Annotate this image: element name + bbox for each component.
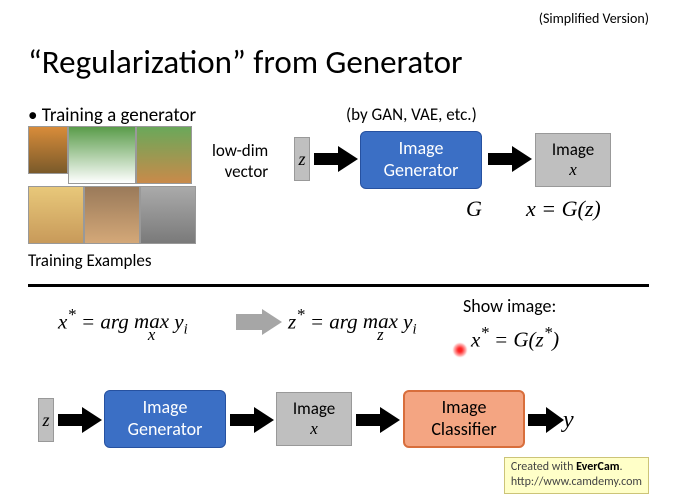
section-pipeline: x* = arg maxx yi z* = arg maxz yi Show i…: [28, 291, 649, 459]
equation-z-argmax: z* = arg maxz yi: [288, 305, 417, 339]
section-training: Training a generator (by GAN, VAE, etc.)…: [28, 104, 649, 274]
arrow-icon: [528, 407, 564, 433]
generator-box: ImageGenerator: [360, 131, 482, 189]
lowdim-label: low-dim vector: [212, 140, 268, 182]
laser-pointer-icon: [453, 343, 467, 357]
evercam-pre: Created with: [511, 460, 576, 474]
bullet-training: Training a generator: [28, 104, 649, 127]
classifier-text: ImageClassifier: [431, 397, 496, 440]
z-vector-box: z: [294, 137, 310, 181]
img-box-label: Image: [293, 399, 335, 419]
z-label: z: [38, 398, 54, 442]
evercam-bold: EverCam: [576, 460, 619, 474]
training-examples-label: Training Examples: [28, 250, 151, 271]
evercam-watermark: Created with EverCam. http://www.camdemy…: [504, 457, 649, 494]
img-box-x: x: [310, 419, 318, 439]
x-equals-gz: x = G(z): [526, 196, 601, 222]
sample-image: [136, 126, 192, 184]
slide-title: “Regularization” from Generator: [28, 42, 649, 82]
gen-text: ImageGenerator: [384, 138, 459, 181]
generator-box: ImageGenerator: [104, 390, 226, 448]
classifier-box: ImageClassifier: [403, 390, 525, 448]
gray-arrow-icon: [236, 309, 282, 340]
divider: [28, 284, 649, 287]
sample-image: [68, 126, 136, 184]
sample-image: [84, 186, 140, 244]
lowdim-line2: vector: [225, 161, 269, 182]
simplified-note: (Simplified Version): [539, 10, 649, 27]
training-images-collage: [28, 126, 196, 246]
gen-text: ImageGenerator: [128, 397, 203, 440]
sample-image: [140, 186, 196, 244]
slide: (Simplified Version) “Regularization” fr…: [0, 0, 677, 500]
arrow-icon: [314, 146, 358, 172]
gan-note: (by GAN, VAE, etc.): [346, 104, 477, 125]
sample-image: [28, 126, 68, 174]
g-label: G: [466, 196, 482, 222]
z-vector-box: z: [38, 398, 54, 442]
evercam-post: .: [620, 460, 623, 474]
arrow-icon: [58, 407, 102, 433]
equation-x-argmax: x* = arg maxx yi: [58, 305, 188, 339]
lowdim-line1: low-dim: [212, 140, 268, 161]
image-output-box: Imagex: [276, 392, 352, 446]
equation-x-gz: x* = G(z*): [471, 323, 559, 352]
img-box-label: Image: [552, 140, 594, 160]
evercam-url: http://www.camdemy.com: [511, 475, 642, 489]
arrow-icon: [488, 146, 532, 172]
show-image-label: Show image:: [463, 295, 556, 317]
arrow-icon: [230, 407, 274, 433]
y-output: y: [563, 407, 574, 434]
sample-image: [28, 186, 84, 244]
image-output-box: Imagex: [535, 133, 611, 187]
img-box-x: x: [569, 160, 577, 180]
arrow-icon: [356, 407, 400, 433]
z-label: z: [294, 137, 310, 181]
